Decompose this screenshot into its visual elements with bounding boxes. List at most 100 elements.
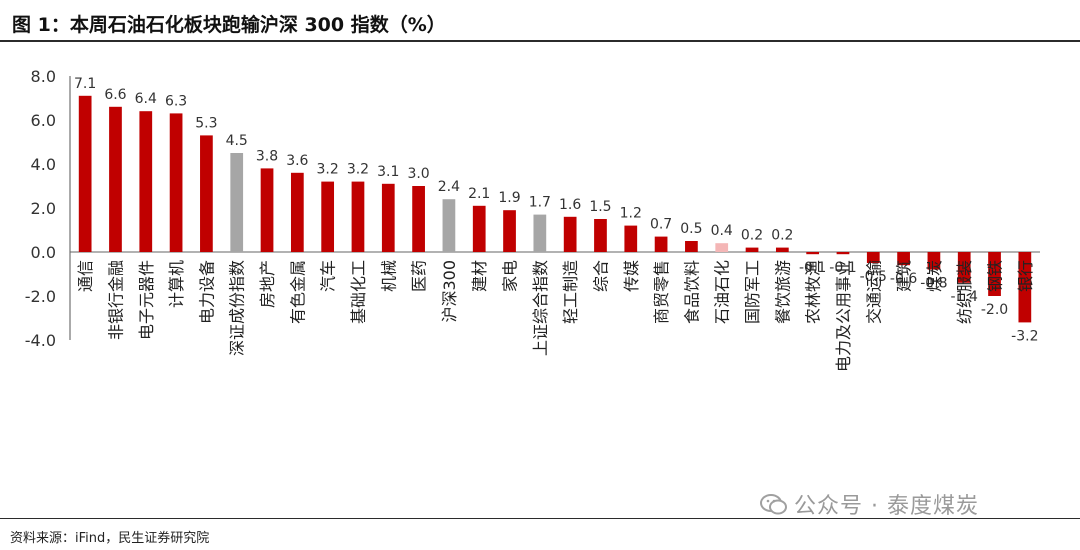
data-label: -1.4: [951, 289, 978, 305]
y-tick-label: -2.0: [25, 287, 56, 306]
data-label: 0.2: [771, 228, 793, 244]
data-label: 2.4: [438, 179, 460, 195]
bar-chart: 8.0 6.0 4.0 2.0 0.0 -2.0 -4.0 7.1 通信 6.6 非银行金融 6.4 电…: [25, 67, 1040, 372]
data-label: -0.5: [860, 269, 887, 285]
bar: [927, 252, 941, 270]
category-label: 农林牧渔: [804, 260, 823, 324]
category-label: 机械: [379, 260, 398, 292]
bar: [200, 135, 213, 252]
y-tick-label: 8.0: [31, 67, 56, 86]
bar: [594, 219, 607, 252]
bar: [957, 252, 971, 283]
source-note: 资料来源：iFind，民生证券研究院: [10, 531, 210, 546]
bar: [806, 252, 820, 255]
bar: [745, 247, 759, 252]
data-label: 6.3: [165, 93, 187, 109]
category-label: 国防军工: [743, 260, 762, 324]
category-label: 餐饮旅游: [773, 260, 792, 324]
data-label: 3.2: [317, 162, 339, 178]
bar: [685, 241, 698, 252]
data-label: 1.2: [620, 206, 642, 222]
category-label: 建筑: [895, 260, 914, 292]
data-label: 1.5: [589, 199, 611, 215]
category-label: 汽车: [319, 260, 338, 292]
bar: [533, 214, 547, 252]
data-label: 0.7: [650, 217, 672, 233]
data-label: 2.1: [468, 186, 490, 202]
data-label: 3.0: [407, 166, 429, 182]
data-label: 1.7: [529, 195, 551, 211]
category-label: 石油石化: [713, 260, 732, 324]
category-label: 计算机: [167, 260, 186, 308]
category-label: 钢铁: [986, 260, 1005, 292]
bar: [866, 252, 880, 263]
bar: [290, 172, 304, 252]
category-label: 轻工制造: [561, 260, 580, 324]
bar: [715, 243, 729, 252]
bar: [988, 252, 1001, 296]
category-label: 建材: [470, 260, 489, 292]
y-tick-label: 4.0: [31, 155, 56, 174]
data-label: -0.1: [799, 260, 826, 276]
category-label: 房地产: [258, 260, 277, 308]
bar: [472, 205, 486, 252]
data-label: -0.1: [829, 260, 856, 276]
data-label: 4.5: [226, 133, 248, 149]
data-label: 0.2: [741, 228, 763, 244]
bar: [230, 153, 244, 252]
category-label: 非银行金融: [106, 260, 125, 340]
bar: [1018, 252, 1032, 323]
watermark: 公众号 · 泰度煤炭: [760, 488, 979, 520]
data-label: 6.6: [104, 87, 126, 103]
bar: [563, 216, 577, 252]
bar: [169, 113, 183, 253]
data-label: 3.6: [286, 153, 308, 169]
data-label: 3.1: [377, 164, 399, 180]
category-label: 通信: [76, 260, 95, 292]
bar: [109, 106, 122, 252]
category-label: 交通运输: [864, 260, 883, 324]
data-label: 3.8: [256, 148, 278, 164]
bar: [78, 95, 92, 252]
chart-title: 图 1：本周石油石化板块跑输沪深 300 指数（%）: [12, 14, 446, 36]
category-label: 商贸零售: [652, 260, 671, 324]
bar: [836, 252, 850, 255]
category-label: 沪深300: [440, 260, 459, 323]
bar: [775, 247, 789, 252]
category-label: 基础化工: [349, 260, 368, 324]
category-label: 医药: [410, 260, 429, 292]
category-label: 银行: [1016, 260, 1035, 292]
data-label: 1.6: [559, 197, 581, 213]
category-label: 上证综合指数: [531, 260, 550, 356]
bar: [139, 111, 153, 252]
category-label: 有色金属: [288, 260, 307, 324]
y-tick-label: 2.0: [31, 199, 56, 218]
y-tick-label: 0.0: [31, 243, 56, 262]
bar: [624, 225, 638, 252]
bar: [897, 252, 910, 266]
category-label: 电力设备: [197, 260, 216, 324]
category-label: 纺织服装: [955, 260, 974, 324]
bar: [260, 168, 274, 252]
bar: [351, 181, 365, 252]
category-label: 传媒: [622, 260, 641, 292]
category-label: 家电: [501, 260, 520, 292]
category-label: 深证成份指数: [228, 260, 247, 356]
y-tick-label: -4.0: [25, 331, 56, 350]
bar: [442, 199, 456, 252]
bar: [503, 210, 516, 252]
wechat-icon: [760, 494, 787, 515]
data-label: -0.6: [890, 271, 917, 287]
data-label: 3.2: [347, 162, 369, 178]
y-tick-label: 6.0: [31, 111, 56, 130]
category-label: 电子元器件: [137, 260, 156, 340]
data-label: -2.0: [981, 302, 1008, 318]
bar: [321, 181, 335, 252]
footer-divider: [0, 518, 1080, 519]
bar: [412, 186, 425, 252]
category-label: 综合: [591, 260, 610, 292]
category-label: 食品饮料: [682, 260, 701, 324]
data-label: 0.4: [711, 223, 733, 239]
data-label: -0.8: [920, 276, 947, 292]
bar: [654, 236, 668, 252]
